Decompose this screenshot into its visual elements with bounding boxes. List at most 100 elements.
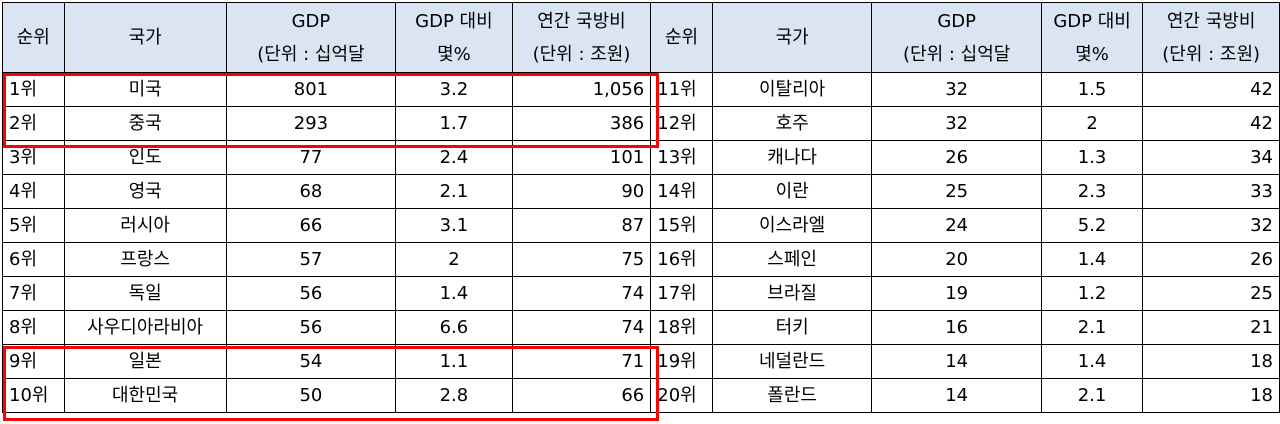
right-gdp-cell: 32 [871, 72, 1042, 107]
left-ratio-cell: 1.1 [395, 344, 513, 379]
left-rank-cell: 2위 [2, 106, 65, 141]
left-rank-cell: 7위 [2, 276, 65, 311]
left-gdp-cell: 57 [225, 242, 397, 277]
left-gdp-cell: 801 [225, 72, 397, 107]
right-ratio-cell: 1.2 [1040, 276, 1144, 311]
right-budget-cell: 26 [1142, 242, 1280, 277]
left-gdp-cell: 68 [225, 174, 397, 209]
right-budget-cell: 34 [1142, 140, 1280, 175]
right-budget-cell: 21 [1142, 310, 1280, 345]
right-country-cell: 스페인 [711, 242, 873, 277]
table-row: 5위 러시아 66 3.1 87 15위 이스라엘 24 5.2 32 [2, 208, 1280, 243]
left-ratio-cell: 2.1 [395, 174, 513, 209]
left-gdp-cell: 50 [225, 378, 397, 413]
left-country-cell: 독일 [63, 276, 227, 311]
right-rank-cell: 14위 [650, 174, 713, 209]
table-row: 10위 대한민국 50 2.8 66 20위 폴란드 14 2.1 18 [2, 378, 1280, 413]
left-gdp-cell: 77 [225, 140, 397, 175]
right-country-cell: 호주 [711, 106, 873, 141]
right-budget-cell: 42 [1142, 72, 1280, 107]
left-country-cell: 중국 [63, 106, 227, 141]
header-gdp: GDP (단위 : 십억달 [225, 2, 397, 73]
header-gdp-2: GDP (단위 : 십억달 [871, 2, 1042, 73]
left-ratio-cell: 2 [395, 242, 513, 277]
left-ratio-cell: 2.8 [395, 378, 513, 413]
header-budget-unit-2: (단위 : 조원) [1162, 43, 1261, 65]
left-budget-cell: 75 [511, 242, 652, 277]
right-rank-cell: 12위 [650, 106, 713, 141]
left-ratio-cell: 2.4 [395, 140, 513, 175]
right-country-cell: 터키 [711, 310, 873, 345]
header-rank: 순위 [2, 2, 65, 73]
header-gdp-unit: (단위 : 십억달 [257, 43, 365, 65]
left-rank-cell: 1위 [2, 72, 65, 107]
header-ratio: GDP 대비 몇% [395, 2, 513, 73]
right-country-cell: 네덜란드 [711, 344, 873, 379]
table-row: 4위 영국 68 2.1 90 14위 이란 25 2.3 33 [2, 174, 1280, 209]
table-row: 9위 일본 54 1.1 71 19위 네덜란드 14 1.4 18 [2, 344, 1280, 379]
left-ratio-cell: 1.4 [395, 276, 513, 311]
left-rank-cell: 8위 [2, 310, 65, 345]
header-country: 국가 [63, 2, 227, 73]
right-ratio-cell: 2.1 [1040, 310, 1144, 345]
right-rank-cell: 16위 [650, 242, 713, 277]
right-budget-cell: 32 [1142, 208, 1280, 243]
left-rank-cell: 5위 [2, 208, 65, 243]
left-ratio-cell: 1.7 [395, 106, 513, 141]
right-rank-cell: 20위 [650, 378, 713, 413]
left-budget-cell: 87 [511, 208, 652, 243]
header-budget: 연간 국방비 (단위 : 조원) [511, 2, 652, 73]
right-ratio-cell: 2 [1040, 106, 1144, 141]
header-rank-2: 순위 [650, 2, 713, 73]
table-row: 8위 사우디아라비아 56 6.6 74 18위 터키 16 2.1 21 [2, 310, 1280, 345]
right-country-cell: 캐나다 [711, 140, 873, 175]
left-country-cell: 러시아 [63, 208, 227, 243]
table-row: 6위 프랑스 57 2 75 16위 스페인 20 1.4 26 [2, 242, 1280, 277]
left-budget-cell: 90 [511, 174, 652, 209]
left-gdp-cell: 293 [225, 106, 397, 141]
left-rank-cell: 10위 [2, 378, 65, 413]
left-ratio-cell: 3.2 [395, 72, 513, 107]
right-ratio-cell: 5.2 [1040, 208, 1144, 243]
header-budget-unit: (단위 : 조원) [532, 43, 631, 65]
left-country-cell: 일본 [63, 344, 227, 379]
right-gdp-cell: 32 [871, 106, 1042, 141]
right-budget-cell: 25 [1142, 276, 1280, 311]
header-gdp-unit-2: (단위 : 십억달 [903, 43, 1011, 65]
left-budget-cell: 101 [511, 140, 652, 175]
right-ratio-cell: 1.5 [1040, 72, 1144, 107]
left-budget-cell: 386 [511, 106, 652, 141]
header-ratio-unit-2: 몇% [1075, 43, 1109, 65]
right-ratio-cell: 2.3 [1040, 174, 1144, 209]
header-gdp-title-2: GDP [937, 10, 977, 32]
left-rank-cell: 9위 [2, 344, 65, 379]
header-country-2: 국가 [711, 2, 873, 73]
table-row: 2위 중국 293 1.7 386 12위 호주 32 2 42 [2, 106, 1280, 141]
left-rank-cell: 6위 [2, 242, 65, 277]
right-gdp-cell: 26 [871, 140, 1042, 175]
left-ratio-cell: 3.1 [395, 208, 513, 243]
right-rank-cell: 11위 [650, 72, 713, 107]
right-gdp-cell: 14 [871, 378, 1042, 413]
right-country-cell: 폴란드 [711, 378, 873, 413]
table-body: 1위 미국 801 3.2 1,056 11위 이탈리아 32 1.5 42 2위 중국 293 1.7 3… [2, 72, 1280, 413]
right-ratio-cell: 1.3 [1040, 140, 1144, 175]
right-gdp-cell: 25 [871, 174, 1042, 209]
right-rank-cell: 18위 [650, 310, 713, 345]
header-ratio-title-2: GDP 대비 [1053, 10, 1131, 32]
left-rank-cell: 4위 [2, 174, 65, 209]
left-gdp-cell: 66 [225, 208, 397, 243]
left-budget-cell: 66 [511, 378, 652, 413]
left-country-cell: 인도 [63, 140, 227, 175]
left-country-cell: 프랑스 [63, 242, 227, 277]
right-country-cell: 이스라엘 [711, 208, 873, 243]
right-gdp-cell: 19 [871, 276, 1042, 311]
right-ratio-cell: 2.1 [1040, 378, 1144, 413]
left-budget-cell: 74 [511, 310, 652, 345]
header-budget-title: 연간 국방비 [537, 10, 626, 32]
right-rank-cell: 13위 [650, 140, 713, 175]
header-budget-title-2: 연간 국방비 [1166, 10, 1256, 32]
